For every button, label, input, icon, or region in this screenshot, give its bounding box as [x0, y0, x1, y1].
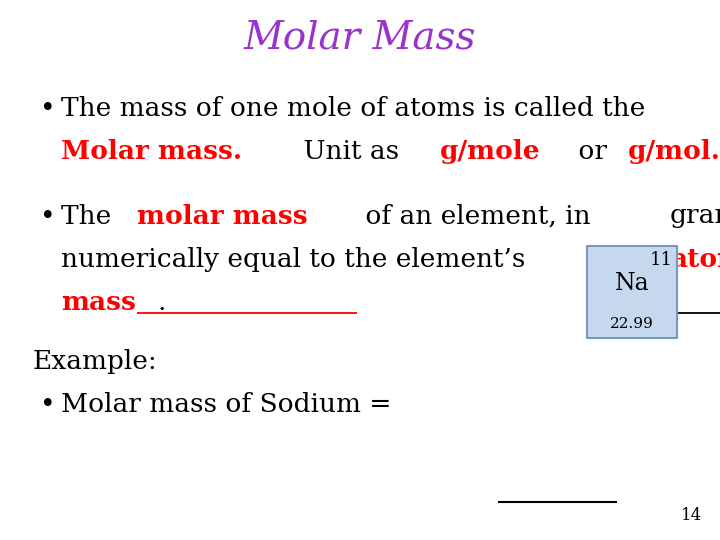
- Text: Unit as: Unit as: [294, 139, 408, 164]
- Text: •: •: [40, 96, 55, 120]
- Text: The: The: [61, 204, 120, 228]
- Text: •: •: [40, 393, 55, 417]
- Text: numerically equal to the element’s: numerically equal to the element’s: [61, 247, 534, 272]
- Text: Molar mass.: Molar mass.: [61, 139, 242, 164]
- Text: grams: grams: [670, 204, 720, 228]
- Text: •: •: [40, 204, 55, 228]
- Text: Na: Na: [614, 272, 649, 295]
- Text: 11: 11: [650, 251, 673, 269]
- Text: .: .: [158, 290, 166, 315]
- Text: of an element, in: of an element, in: [357, 204, 599, 228]
- Text: or: or: [570, 139, 615, 164]
- Text: molar mass: molar mass: [137, 204, 307, 228]
- Text: 22.99: 22.99: [610, 317, 654, 331]
- Text: mass: mass: [61, 290, 136, 315]
- Text: The mass of one mole of atoms is called the: The mass of one mole of atoms is called …: [61, 96, 645, 120]
- Text: Molar Mass: Molar Mass: [244, 19, 476, 56]
- Text: g/mol.: g/mol.: [629, 139, 720, 164]
- Text: atomic: atomic: [671, 247, 720, 272]
- Text: Example:: Example:: [32, 349, 157, 374]
- Text: 14: 14: [680, 507, 702, 524]
- Text: Molar mass of Sodium =: Molar mass of Sodium =: [61, 393, 400, 417]
- Text: g/mole: g/mole: [440, 139, 541, 164]
- FancyBboxPatch shape: [587, 246, 677, 338]
